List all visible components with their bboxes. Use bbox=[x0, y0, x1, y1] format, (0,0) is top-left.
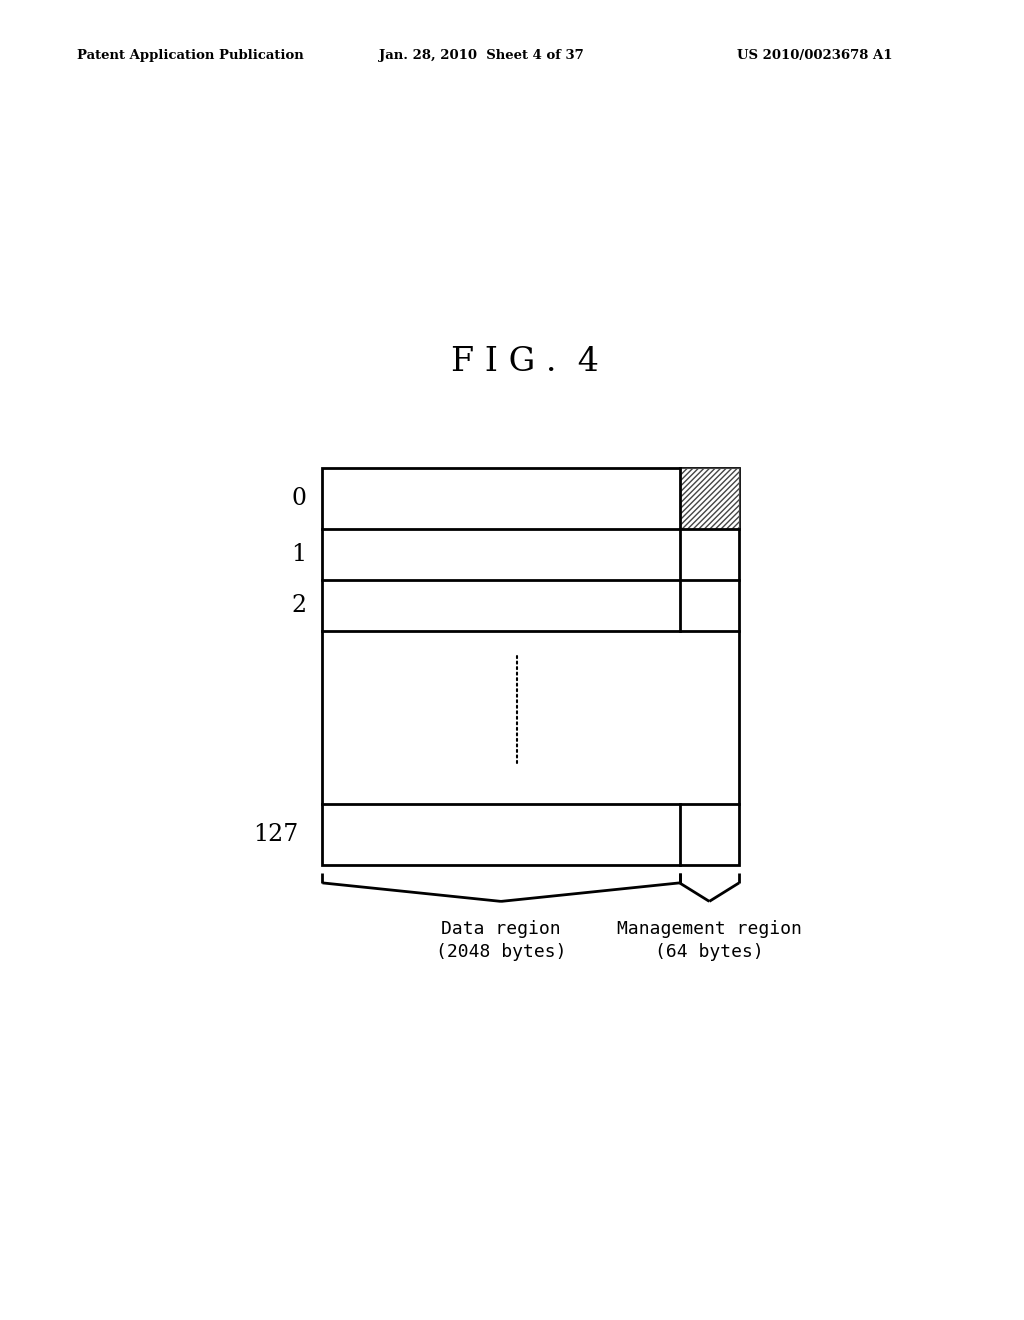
Text: 127: 127 bbox=[253, 822, 299, 846]
Text: Jan. 28, 2010  Sheet 4 of 37: Jan. 28, 2010 Sheet 4 of 37 bbox=[379, 49, 584, 62]
Text: 2: 2 bbox=[292, 594, 306, 618]
Text: 1: 1 bbox=[292, 544, 306, 566]
Text: Data region
(2048 bytes): Data region (2048 bytes) bbox=[436, 920, 566, 961]
Text: Patent Application Publication: Patent Application Publication bbox=[77, 49, 303, 62]
Text: 0: 0 bbox=[292, 487, 306, 511]
Text: F I G .  4: F I G . 4 bbox=[451, 346, 599, 378]
Text: US 2010/0023678 A1: US 2010/0023678 A1 bbox=[737, 49, 893, 62]
Text: Management region
(64 bytes): Management region (64 bytes) bbox=[616, 920, 802, 961]
Bar bbox=[680, 469, 739, 529]
Bar bbox=[323, 469, 739, 865]
